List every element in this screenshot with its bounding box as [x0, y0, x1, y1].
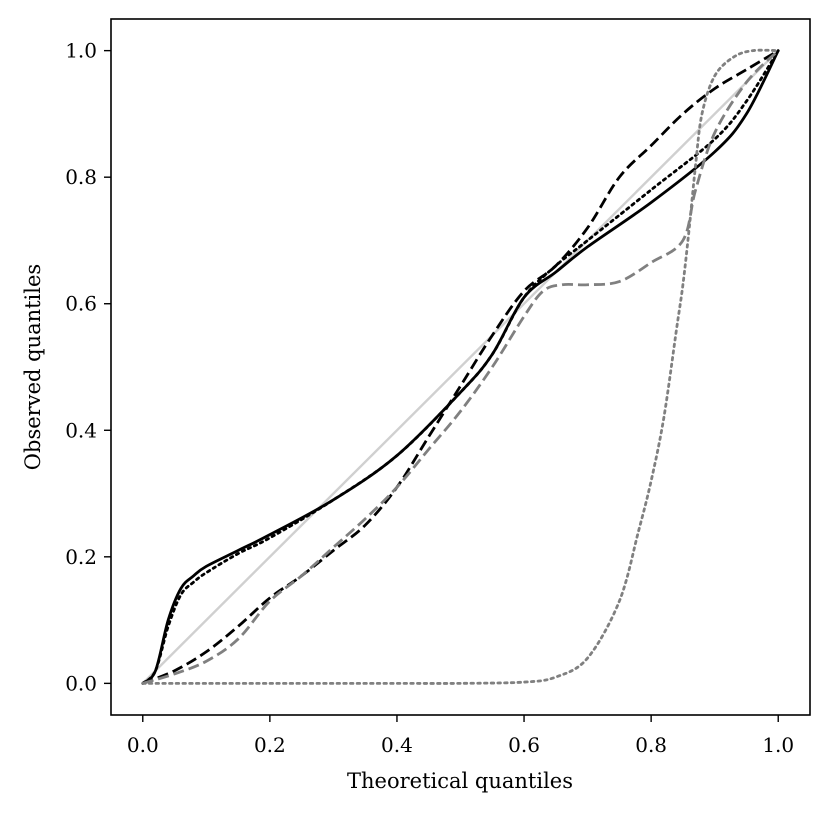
y-tick-label: 1.0 [65, 39, 97, 63]
y-tick-label: 0.8 [65, 165, 97, 189]
series-line-3 [142, 49, 779, 685]
x-tick-label: 0.0 [127, 733, 159, 757]
x-axis-label: Theoretical quantiles [347, 769, 573, 793]
x-tick-label: 1.0 [762, 733, 794, 757]
y-tick-label: 0.0 [65, 671, 97, 695]
y-axis: 0.0 0.2 0.4 0.6 0.8 1.0 [65, 39, 111, 695]
x-tick-label: 0.6 [508, 733, 540, 757]
series-line-5 [141, 48, 780, 685]
series-layer [141, 48, 780, 685]
x-tick-label: 0.4 [381, 733, 413, 757]
x-tick-label: 0.8 [635, 733, 667, 757]
x-tick-label: 0.2 [254, 733, 286, 757]
series-line-2 [141, 49, 780, 685]
series-line-4 [142, 49, 780, 685]
x-axis: 0.0 0.2 0.4 0.6 0.8 1.0 [127, 715, 794, 757]
y-tick-label: 0.2 [65, 545, 97, 569]
plot-frame [110, 18, 811, 716]
y-axis-label: Observed quantiles [21, 264, 45, 470]
y-tick-label: 0.4 [65, 418, 97, 442]
y-tick-label: 0.6 [65, 292, 97, 316]
series-line-0 [141, 49, 780, 685]
plot-area [110, 18, 811, 716]
